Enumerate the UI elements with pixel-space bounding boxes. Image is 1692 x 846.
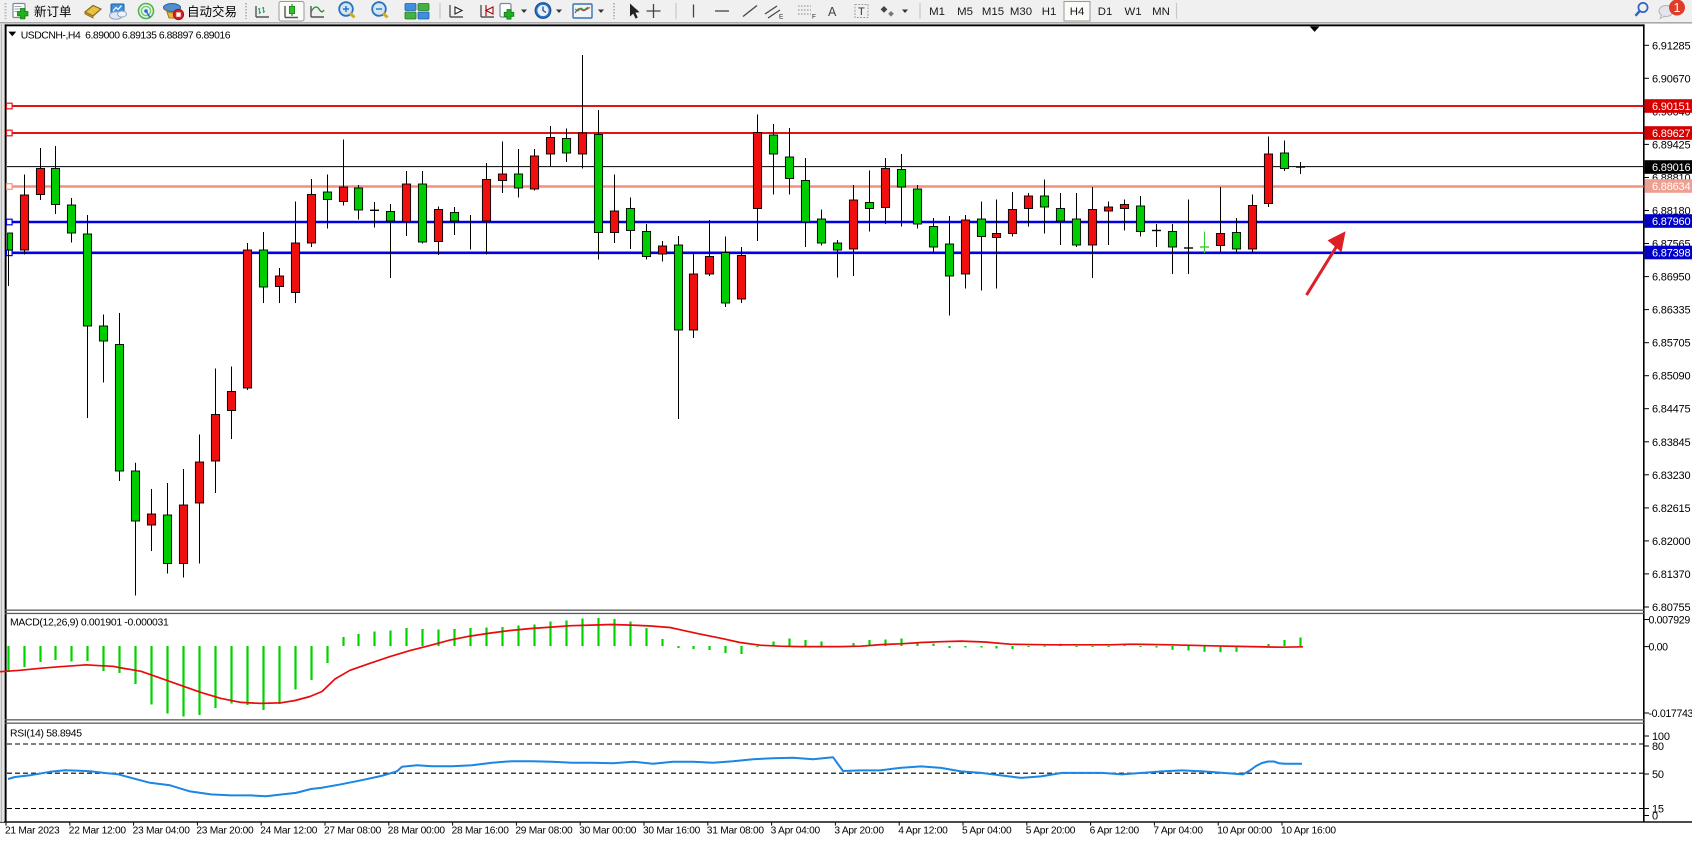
svg-text:21 Mar 2023: 21 Mar 2023 [5, 826, 60, 837]
svg-text:80: 80 [1652, 741, 1664, 753]
svg-text:50: 50 [1652, 769, 1664, 781]
svg-text:6 Apr 12:00: 6 Apr 12:00 [1090, 826, 1140, 837]
svg-text:0: 0 [1652, 811, 1658, 823]
svg-text:30 Mar 16:00: 30 Mar 16:00 [643, 826, 701, 837]
svg-text:27 Mar 08:00: 27 Mar 08:00 [324, 826, 382, 837]
svg-text:28 Mar 00:00: 28 Mar 00:00 [388, 826, 446, 837]
svg-text:A: A [828, 5, 837, 19]
svg-text:W1: W1 [1124, 6, 1141, 18]
svg-text:23 Mar 20:00: 23 Mar 20:00 [196, 826, 254, 837]
svg-text:10 Apr 00:00: 10 Apr 00:00 [1217, 826, 1272, 837]
svg-text:6.87960: 6.87960 [1652, 216, 1690, 228]
svg-text:H1: H1 [1042, 6, 1057, 18]
svg-text:6.89016: 6.89016 [1652, 162, 1690, 174]
svg-text:E: E [779, 14, 784, 21]
svg-text:6.86950: 6.86950 [1652, 272, 1690, 284]
svg-text:4 Apr 12:00: 4 Apr 12:00 [898, 826, 948, 837]
svg-text:6.80755: 6.80755 [1652, 602, 1690, 614]
svg-text:M1: M1 [929, 6, 945, 18]
svg-text:6.85705: 6.85705 [1652, 338, 1690, 350]
svg-text:6.84475: 6.84475 [1652, 404, 1690, 416]
svg-text:0.00: 0.00 [1649, 642, 1669, 654]
svg-text:F: F [812, 14, 816, 21]
svg-text:H4: H4 [1070, 6, 1085, 18]
svg-text:T: T [858, 6, 865, 18]
svg-text:6.90151: 6.90151 [1652, 101, 1690, 113]
svg-text:-0.017743: -0.017743 [1649, 708, 1692, 720]
svg-text:M5: M5 [957, 6, 973, 18]
svg-text:M30: M30 [1010, 6, 1032, 18]
svg-text:自动交易: 自动交易 [187, 4, 237, 19]
svg-text:5 Apr 20:00: 5 Apr 20:00 [1026, 826, 1076, 837]
svg-text:6.83230: 6.83230 [1652, 470, 1690, 482]
svg-text:6.89627: 6.89627 [1652, 128, 1690, 140]
svg-text:6.91285: 6.91285 [1652, 40, 1690, 52]
svg-text:6.90670: 6.90670 [1652, 73, 1690, 85]
svg-text:6.85090: 6.85090 [1652, 371, 1690, 383]
svg-text:3 Apr 20:00: 3 Apr 20:00 [834, 826, 884, 837]
svg-text:22 Mar 12:00: 22 Mar 12:00 [69, 826, 127, 837]
svg-text:新订单: 新订单 [34, 4, 72, 19]
svg-text:30 Mar 00:00: 30 Mar 00:00 [579, 826, 637, 837]
svg-text:24 Mar 12:00: 24 Mar 12:00 [260, 826, 318, 837]
svg-text:USDCNH-,H4 6.89000 6.89135 6.: USDCNH-,H4 6.89000 6.89135 6.88897 6.890… [21, 30, 231, 41]
svg-text:0.007929: 0.007929 [1649, 615, 1691, 627]
svg-text:100: 100 [1652, 731, 1670, 743]
svg-text:6.81370: 6.81370 [1652, 569, 1690, 581]
svg-text:29 Mar 08:00: 29 Mar 08:00 [515, 826, 573, 837]
svg-text:6.89425: 6.89425 [1652, 139, 1690, 151]
svg-text:6.88634: 6.88634 [1652, 181, 1690, 193]
svg-text:7 Apr 04:00: 7 Apr 04:00 [1153, 826, 1203, 837]
svg-text:5 Apr 04:00: 5 Apr 04:00 [962, 826, 1012, 837]
svg-text:6.82615: 6.82615 [1652, 503, 1690, 515]
svg-text:RSI(14) 58.8945: RSI(14) 58.8945 [10, 728, 82, 739]
svg-text:D1: D1 [1098, 6, 1113, 18]
svg-text:23 Mar 04:00: 23 Mar 04:00 [133, 826, 191, 837]
svg-text:10 Apr 16:00: 10 Apr 16:00 [1281, 826, 1336, 837]
svg-text:1: 1 [1674, 1, 1681, 15]
svg-text:6.82000: 6.82000 [1652, 536, 1690, 548]
svg-text:M15: M15 [982, 6, 1004, 18]
svg-text:6.83845: 6.83845 [1652, 437, 1690, 449]
svg-text:3 Apr 04:00: 3 Apr 04:00 [771, 826, 821, 837]
svg-text:MN: MN [1152, 6, 1170, 18]
svg-text:MACD(12,26,9) 0.001901 -0.0000: MACD(12,26,9) 0.001901 -0.000031 [10, 618, 169, 629]
svg-text:6.86335: 6.86335 [1652, 305, 1690, 317]
svg-text:31 Mar 08:00: 31 Mar 08:00 [707, 826, 765, 837]
svg-text:15: 15 [1652, 804, 1664, 816]
svg-text:28 Mar 16:00: 28 Mar 16:00 [452, 826, 510, 837]
svg-text:6.87398: 6.87398 [1652, 248, 1690, 260]
